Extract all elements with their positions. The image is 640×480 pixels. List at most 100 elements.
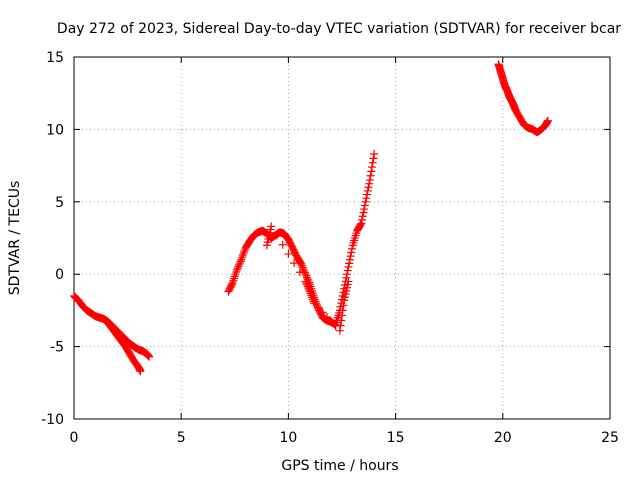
data-point	[336, 321, 345, 330]
data-point	[267, 222, 276, 231]
data-point	[345, 255, 354, 264]
y-tick-label: 10	[46, 122, 64, 138]
data-point	[145, 352, 154, 361]
data-point	[232, 268, 241, 277]
chart-title: Day 272 of 2023, Sidereal Day-to-day VTE…	[57, 21, 621, 37]
data-point	[234, 262, 243, 271]
data-point	[338, 306, 347, 315]
y-tick-label: 0	[55, 267, 64, 283]
data-point	[359, 208, 368, 217]
data-point	[232, 265, 241, 274]
data-point	[343, 266, 352, 275]
data-point	[347, 248, 356, 257]
data-point	[318, 308, 327, 317]
points-layer	[70, 60, 552, 376]
data-point	[235, 260, 244, 269]
data-point	[302, 273, 311, 282]
y-tick-label: 5	[55, 195, 64, 211]
data-point	[297, 260, 306, 269]
data-point	[239, 249, 248, 258]
data-point	[237, 255, 246, 264]
data-point	[360, 201, 369, 210]
x-tick-label: 5	[177, 430, 186, 446]
x-tick-label: 15	[387, 430, 405, 446]
data-point	[230, 274, 239, 283]
data-point	[360, 205, 369, 214]
x-tick-label: 20	[494, 430, 512, 446]
data-point	[322, 312, 331, 321]
data-point	[298, 263, 307, 272]
data-point	[272, 231, 281, 240]
data-point	[240, 247, 249, 256]
x-tick-labels: 0 5 10 15 20 25	[70, 430, 619, 446]
data-point	[368, 163, 377, 172]
data-point	[344, 277, 353, 286]
data-point	[362, 194, 371, 203]
data-point	[307, 293, 316, 302]
data-point	[314, 303, 323, 312]
data-point	[238, 251, 247, 260]
data-point	[543, 116, 552, 125]
data-point	[344, 262, 353, 271]
y-tick-label: -10	[41, 412, 64, 428]
data-point	[305, 285, 314, 294]
data-point	[366, 171, 375, 180]
data-point	[306, 289, 315, 298]
data-point	[300, 266, 309, 275]
data-point	[338, 311, 346, 320]
data-point	[369, 154, 378, 163]
data-point	[308, 295, 317, 304]
data-point	[348, 244, 357, 253]
data-point	[302, 271, 311, 280]
data-point	[310, 299, 319, 308]
data-point	[313, 303, 322, 312]
data-point	[357, 219, 366, 228]
data-point	[339, 301, 348, 310]
data-point	[230, 272, 239, 281]
data-point	[235, 259, 244, 268]
data-point	[302, 279, 311, 288]
data-point	[284, 249, 293, 258]
x-tick-label: 0	[70, 430, 79, 446]
data-point	[345, 259, 354, 268]
data-point	[358, 212, 367, 221]
data-point	[304, 284, 313, 293]
data-point	[335, 326, 344, 335]
x-tick-label: 25	[601, 430, 619, 446]
data-point	[297, 261, 306, 270]
data-point	[231, 270, 240, 279]
x-tick-label: 10	[279, 430, 297, 446]
data-point	[303, 282, 312, 291]
y-tick-labels: -10 -5 0 5 10 15	[41, 50, 64, 428]
data-point	[302, 280, 311, 289]
data-point	[295, 268, 304, 277]
data-point	[363, 190, 372, 199]
data-point	[358, 215, 367, 224]
data-point	[368, 158, 377, 167]
grid-layer	[74, 57, 610, 419]
data-point	[367, 167, 376, 176]
data-point	[363, 186, 372, 195]
data-point	[370, 150, 379, 159]
data-point	[290, 259, 299, 268]
data-point	[365, 179, 374, 188]
data-point	[237, 253, 246, 262]
data-point	[233, 264, 242, 273]
data-point	[346, 252, 355, 261]
data-point	[309, 297, 318, 306]
x-axis-label: GPS time / hours	[281, 458, 398, 474]
plot-frame	[73, 56, 611, 420]
data-point	[343, 270, 352, 279]
data-point	[301, 277, 310, 286]
y-tick-label: -5	[50, 340, 64, 356]
data-point	[136, 367, 145, 376]
data-point	[356, 220, 365, 229]
data-point	[307, 291, 316, 300]
y-tick-label: 15	[46, 50, 64, 66]
data-point	[337, 316, 346, 325]
data-point	[236, 257, 245, 266]
data-point	[365, 176, 374, 185]
tick-layer	[73, 56, 611, 420]
data-point	[361, 197, 370, 206]
